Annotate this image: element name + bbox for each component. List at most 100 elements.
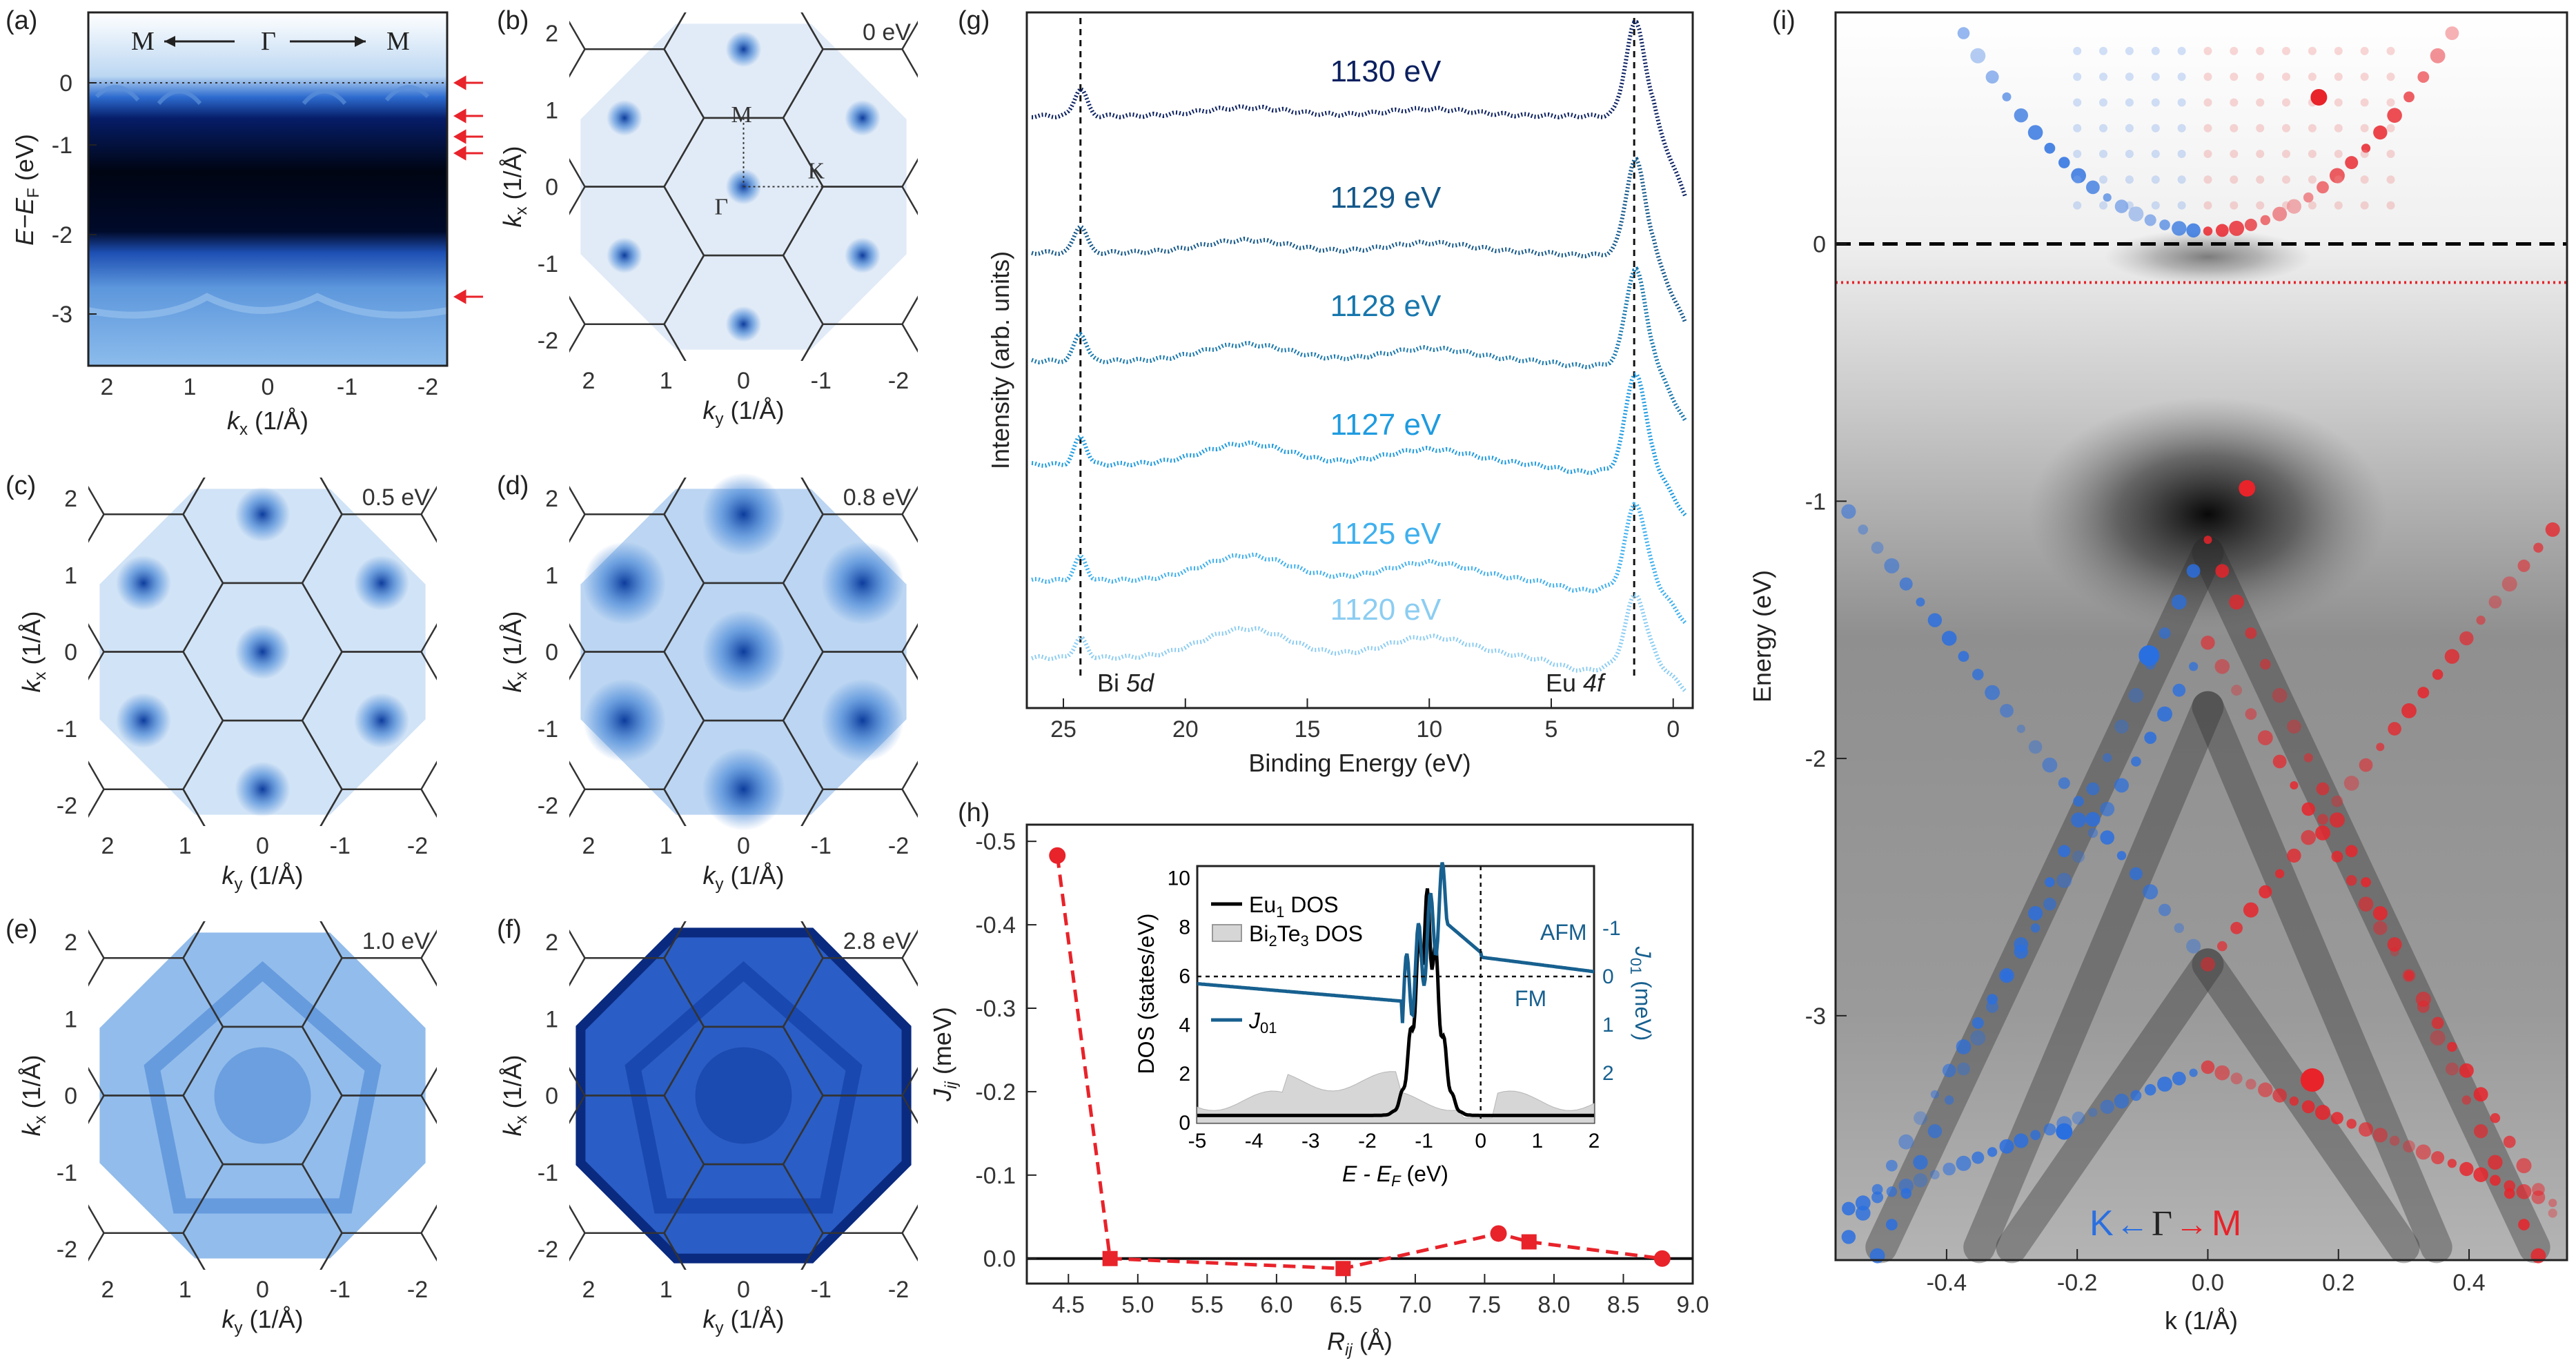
fermi-map-b-spot xyxy=(845,99,881,136)
panel-i-band-dot xyxy=(2114,1093,2130,1109)
panel-i-band-dot xyxy=(2171,594,2187,610)
panel-i-faint-dot xyxy=(2360,72,2369,81)
panel-i-band-dot xyxy=(2387,937,2402,952)
panel-i-faint-dot xyxy=(2360,98,2369,107)
fermi-map-e-xtick: 2 xyxy=(101,1277,115,1303)
panel-i-band-dot xyxy=(2130,867,2143,881)
panel-i-faint-dot xyxy=(2334,98,2343,107)
panel-i-band-dot xyxy=(2072,1111,2085,1125)
panel-i-band-dot xyxy=(2402,969,2416,982)
fermi-map-c: (c) 0.5 eV 2 1 0 -1 -2 2 1 0 -1 -2 ky (1/Å) kx (1/Å) xyxy=(6,471,437,894)
fermi-map-c-spot xyxy=(354,555,409,611)
panel-i-faint-dot xyxy=(2256,72,2265,81)
fermi-map-b-ytick: -2 xyxy=(538,328,558,354)
panel-g-xtick: 15 xyxy=(1295,716,1321,743)
fermi-map-d-xlabel: ky (1/Å) xyxy=(702,861,784,894)
panel-i-ylabel: Energy (eV) xyxy=(1748,570,1776,703)
panel-i-faint-dot xyxy=(2177,72,2186,81)
panel-i-band-dot xyxy=(2301,829,2316,845)
panel-g-xlabel: Binding Energy (eV) xyxy=(1248,749,1471,777)
panel-a: (a) M Γ M 0 -1 -2 -3 2 xyxy=(6,6,483,439)
panel-i-band-dot xyxy=(2289,1096,2299,1106)
panel-i-faint-dot xyxy=(2308,150,2317,158)
panel-h-point xyxy=(1102,1250,1118,1266)
panel-i-band-dot xyxy=(2186,223,2201,238)
panel-i-band-dot xyxy=(2056,872,2072,888)
fermi-map-d-energy: 0.8 eV xyxy=(843,484,912,511)
panel-i-band-dot xyxy=(2373,125,2388,140)
fermi-map-d-ytick: 1 xyxy=(545,562,558,589)
panel-i-faint-dot xyxy=(2256,175,2265,184)
panel-h-xtick: 6.5 xyxy=(1330,1292,1362,1318)
panel-a-label: (a) xyxy=(6,6,37,35)
fermi-map-e: (e) 1.0 eV 2 1 0 -1 -2 2 1 0 -1 -2 ky (1/Å) kx (1/Å) xyxy=(6,915,437,1337)
panel-i-band-dot xyxy=(2058,777,2070,789)
panel-a-xticks: 2 1 0 -1 -2 xyxy=(101,374,439,400)
panel-i-band-dot xyxy=(1945,1095,1954,1105)
panel-i-band-dot xyxy=(2343,776,2359,791)
fermi-map-b-energy: 0 eV xyxy=(863,19,911,46)
inset-j01-curve xyxy=(1197,862,1595,1023)
panel-i-faint-dot xyxy=(2151,124,2160,132)
panel-i-band-dot xyxy=(1956,1155,1972,1171)
panel-i-band-dot xyxy=(1942,1063,1956,1078)
panel-h-inset-legend: Eu1 DOS Bi2Te3 DOS J01 xyxy=(1211,892,1363,1037)
panel-i-band-dot xyxy=(2459,631,2474,646)
panel-i-band-dot xyxy=(2272,754,2287,769)
panel-i-faint-dot xyxy=(2099,98,2107,107)
fermi-map-b-ytick: 1 xyxy=(545,97,558,124)
fermi-map-d-xtick: 2 xyxy=(582,833,596,859)
inset-xtick: -5 xyxy=(1188,1130,1207,1152)
panel-i-band-dot xyxy=(1886,1159,1898,1172)
panel-i-faint-dot xyxy=(2386,124,2395,132)
panel-i-band-dot xyxy=(2014,944,2028,959)
panel-i-band-dot xyxy=(1841,504,1856,519)
panel-i-band-dot xyxy=(2130,1090,2142,1101)
panel-i-faint-dot xyxy=(2230,150,2239,158)
panel-i-band-dot xyxy=(1972,669,1984,680)
brillouin-zone-hexagon xyxy=(569,1232,687,1270)
panel-i-band-dot xyxy=(2157,706,2172,722)
panel-i-band-dot xyxy=(1916,597,1925,607)
panel-h-point xyxy=(1049,847,1066,864)
panel-i-band-dot xyxy=(1886,1186,1898,1197)
fermi-map-f-ytick: 1 xyxy=(545,1006,558,1032)
inset-ytick-right: 0 xyxy=(1602,965,1614,988)
fermi-map-f-xtick: 2 xyxy=(582,1277,596,1303)
panel-i-band-dot xyxy=(1914,1111,1927,1126)
fermi-map-f-xlabel: ky (1/Å) xyxy=(702,1305,784,1337)
panel-i-band-dot xyxy=(1999,968,2014,983)
panel-i-faint-dot xyxy=(2073,175,2082,184)
fermi-map-f-ytick: 0 xyxy=(545,1083,558,1110)
fermi-map-c-bz-grid xyxy=(88,478,437,826)
panel-a-xtick: -2 xyxy=(417,374,438,400)
brillouin-zone-hexagon xyxy=(319,478,437,515)
panel-i-band-dot xyxy=(2157,1077,2172,1092)
panel-i-band-dot xyxy=(2172,683,2186,697)
panel-i-gamma-label: Γ xyxy=(2152,1204,2172,1244)
brillouin-zone-hexagon xyxy=(569,323,687,361)
brillouin-zone-hexagon xyxy=(800,323,918,361)
panel-i-band-dot xyxy=(2403,1140,2415,1153)
panel-i-highlight-dot xyxy=(2239,480,2256,497)
fermi-map-c-spot xyxy=(116,693,171,749)
panel-i-band-dot xyxy=(1841,1230,1856,1244)
panel-i-faint-dot xyxy=(2386,175,2395,184)
panel-i-faint-dot xyxy=(2151,150,2160,158)
panel-i-band-dot xyxy=(2231,685,2243,696)
panel-h-ytick: 0.0 xyxy=(983,1246,1016,1273)
panel-i-band-dot xyxy=(1985,70,1999,84)
panel-i-faint-dot xyxy=(2203,98,2212,107)
panel-i-band-dot xyxy=(2088,1108,2098,1117)
panel-i-faint-dot xyxy=(2203,201,2212,210)
panel-i-band-dot xyxy=(2257,730,2273,745)
fermi-map-c-energy: 0.5 eV xyxy=(362,484,431,511)
panel-h-point xyxy=(1653,1250,1671,1267)
panel-i-band-dot xyxy=(2058,157,2070,168)
panel-h-point xyxy=(1490,1225,1507,1242)
fermi-map-b-xlabel: ky (1/Å) xyxy=(702,396,784,429)
panel-h-xtick: 7.5 xyxy=(1468,1292,1501,1318)
panel-i-band-dot xyxy=(2359,758,2373,772)
panel-i-band-dot xyxy=(2103,193,2112,202)
panel-h: (h) 4.5 5.0 5.5 6.0 6.5 7.0 7.5 8.0 8.5 9.0 -0.5 -0… xyxy=(928,798,1709,1359)
